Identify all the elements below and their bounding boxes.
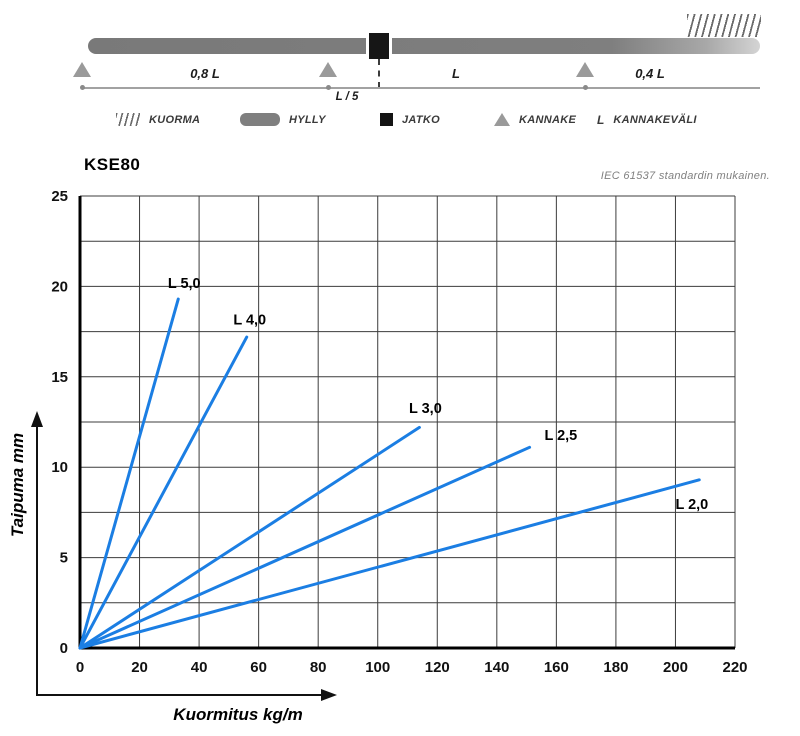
series-label: L 5,0 xyxy=(168,276,201,292)
legend-item-kannake: KANNAKE xyxy=(494,113,576,126)
y-tick-label: 0 xyxy=(60,640,68,657)
legend-item-hylly: HYLLY xyxy=(240,113,326,126)
x-tick-label: 120 xyxy=(425,659,450,676)
series-label: L 3,0 xyxy=(409,401,442,417)
chart-standard-note: IEC 61537 standardin mukainen. xyxy=(600,170,770,182)
dimension-dot xyxy=(326,85,331,90)
dimension-dot xyxy=(583,85,588,90)
legend-item-kuorma: KUORMA xyxy=(116,113,200,126)
span-label-3: 0,4 L xyxy=(635,66,665,81)
y-tick-label: 20 xyxy=(51,278,68,295)
y-tick-label: 10 xyxy=(51,459,68,476)
series-label: L 2,5 xyxy=(544,428,577,444)
legend-label: JATKO xyxy=(402,113,440,126)
hatch-icon xyxy=(116,113,140,126)
x-tick-label: 180 xyxy=(603,659,628,676)
length-symbol: L xyxy=(597,113,605,127)
series-line xyxy=(78,297,180,650)
x-tick-label: 220 xyxy=(722,659,747,676)
shelf-bar xyxy=(88,38,760,54)
legend-label: KANNAKE xyxy=(519,113,577,126)
y-tick-label: 5 xyxy=(60,550,68,567)
x-axis-arrowhead-icon xyxy=(321,689,337,701)
support-icon xyxy=(576,62,594,77)
x-tick-label: 20 xyxy=(131,659,148,676)
shelf-icon xyxy=(240,113,280,126)
y-axis-title: Taipuma mm xyxy=(8,433,27,537)
span-label-2: L xyxy=(452,66,460,81)
legend-label: HYLLY xyxy=(289,113,326,126)
y-axis-arrowhead-icon xyxy=(31,411,43,427)
series-line xyxy=(78,335,249,650)
joint-icon xyxy=(366,33,392,59)
support-icon xyxy=(319,62,337,77)
x-tick-label: 40 xyxy=(191,659,208,676)
x-tick-label: 80 xyxy=(310,659,327,676)
joint-offset-label: L / 5 xyxy=(335,91,359,103)
dimension-line xyxy=(82,87,760,89)
x-tick-label: 0 xyxy=(76,659,84,676)
dimension-dot xyxy=(80,85,85,90)
series-line xyxy=(78,425,421,650)
deflection-chart: 0 20 40 60 80 100 120 140 160 180 200 220 0 5 10 15 20 25… xyxy=(8,188,748,724)
span-label-1: 0,8 L xyxy=(190,66,220,81)
x-axis-title: Kuormitus kg/m xyxy=(173,705,302,724)
series-label: L 4,0 xyxy=(233,312,266,328)
y-tick-label: 15 xyxy=(51,369,68,386)
legend-item-kannakevali: L KANNAKEVÄLI xyxy=(597,113,697,127)
series-line xyxy=(78,445,532,650)
support-icon xyxy=(494,113,510,126)
series-line xyxy=(78,478,701,650)
x-tick-label: 200 xyxy=(663,659,688,676)
legend-item-jatko: JATKO xyxy=(380,113,440,126)
y-tick-label: 25 xyxy=(51,188,68,205)
x-tick-label: 160 xyxy=(544,659,569,676)
legend-label: KANNAKEVÄLI xyxy=(613,114,697,126)
joint-icon xyxy=(380,113,393,126)
series-label: L 2,0 xyxy=(675,497,708,513)
x-tick-label: 60 xyxy=(250,659,267,676)
legend-label: KUORMA xyxy=(149,113,201,126)
load-hatch-icon xyxy=(687,14,761,37)
support-icon xyxy=(73,62,91,77)
x-tick-label: 140 xyxy=(484,659,509,676)
x-tick-label: 100 xyxy=(365,659,390,676)
chart-title: KSE80 xyxy=(84,155,141,174)
joint-dashed-line xyxy=(378,59,380,88)
